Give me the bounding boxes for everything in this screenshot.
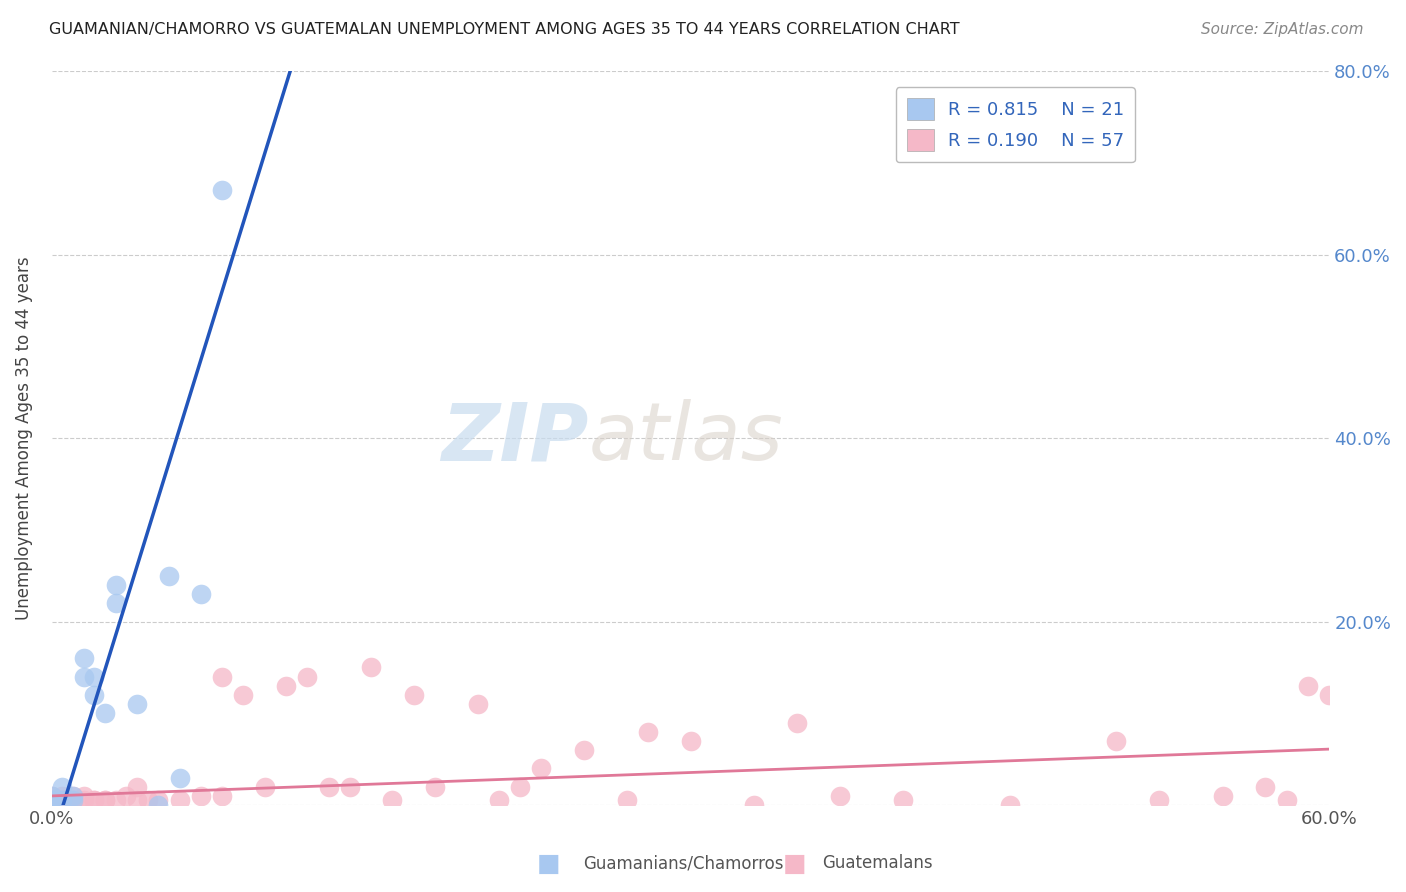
Point — [360, 660, 382, 674]
Point — [488, 793, 510, 807]
Point — [1275, 793, 1298, 807]
Point — [41, 798, 63, 813]
Point — [73, 651, 96, 665]
Point — [62, 793, 84, 807]
Point — [41, 798, 63, 813]
Point — [530, 761, 553, 775]
Point — [125, 697, 148, 711]
Point — [73, 789, 96, 803]
Point — [62, 789, 84, 803]
Point — [297, 670, 319, 684]
Point — [83, 793, 105, 807]
Point — [51, 793, 73, 807]
Point — [253, 780, 276, 794]
Point — [1147, 793, 1170, 807]
Point — [190, 587, 212, 601]
Point — [274, 679, 297, 693]
Point — [998, 798, 1021, 813]
Y-axis label: Unemployment Among Ages 35 to 44 years: Unemployment Among Ages 35 to 44 years — [15, 256, 32, 620]
Point — [211, 789, 233, 803]
Point — [169, 771, 191, 785]
Point — [115, 789, 138, 803]
Point — [83, 793, 105, 807]
Point — [157, 568, 180, 582]
Point — [51, 789, 73, 803]
Point — [893, 793, 915, 807]
Point — [467, 697, 489, 711]
Point — [62, 789, 84, 803]
Point — [104, 596, 127, 610]
Legend: R = 0.815    N = 21, R = 0.190    N = 57: R = 0.815 N = 21, R = 0.190 N = 57 — [896, 87, 1135, 162]
Point — [148, 798, 170, 813]
Text: atlas: atlas — [588, 399, 783, 477]
Point — [73, 793, 96, 807]
Point — [73, 670, 96, 684]
Point — [51, 793, 73, 807]
Point — [211, 670, 233, 684]
Point — [41, 793, 63, 807]
Point — [104, 578, 127, 592]
Point — [83, 670, 105, 684]
Point — [148, 793, 170, 807]
Point — [744, 798, 766, 813]
Point — [41, 789, 63, 803]
Point — [402, 688, 425, 702]
Text: Guamanians/Chamorros: Guamanians/Chamorros — [583, 855, 785, 872]
Point — [339, 780, 361, 794]
Point — [1296, 679, 1319, 693]
Point — [51, 793, 73, 807]
Text: ■: ■ — [537, 852, 560, 875]
Point — [104, 793, 127, 807]
Point — [616, 793, 638, 807]
Point — [83, 688, 105, 702]
Point — [509, 780, 531, 794]
Point — [786, 715, 808, 730]
Point — [94, 793, 117, 807]
Text: GUAMANIAN/CHAMORRO VS GUATEMALAN UNEMPLOYMENT AMONG AGES 35 TO 44 YEARS CORRELAT: GUAMANIAN/CHAMORRO VS GUATEMALAN UNEMPLO… — [49, 22, 960, 37]
Point — [94, 706, 117, 721]
Point — [125, 793, 148, 807]
Point — [1254, 780, 1277, 794]
Point — [41, 789, 63, 803]
Point — [637, 724, 659, 739]
Point — [190, 789, 212, 803]
Point — [1317, 688, 1340, 702]
Point — [62, 793, 84, 807]
Point — [211, 183, 233, 197]
Point — [51, 780, 73, 794]
Text: ZIP: ZIP — [441, 399, 588, 477]
Text: Guatemalans: Guatemalans — [823, 855, 934, 872]
Point — [572, 743, 595, 757]
Point — [41, 793, 63, 807]
Point — [232, 688, 254, 702]
Point — [169, 793, 191, 807]
Text: Source: ZipAtlas.com: Source: ZipAtlas.com — [1201, 22, 1364, 37]
Point — [679, 734, 702, 748]
Point — [381, 793, 404, 807]
Text: ■: ■ — [783, 852, 806, 875]
Point — [136, 793, 159, 807]
Point — [1105, 734, 1128, 748]
Point — [94, 793, 117, 807]
Point — [41, 793, 63, 807]
Point — [828, 789, 851, 803]
Point — [1212, 789, 1234, 803]
Point — [318, 780, 340, 794]
Point — [125, 780, 148, 794]
Point — [62, 793, 84, 807]
Point — [423, 780, 446, 794]
